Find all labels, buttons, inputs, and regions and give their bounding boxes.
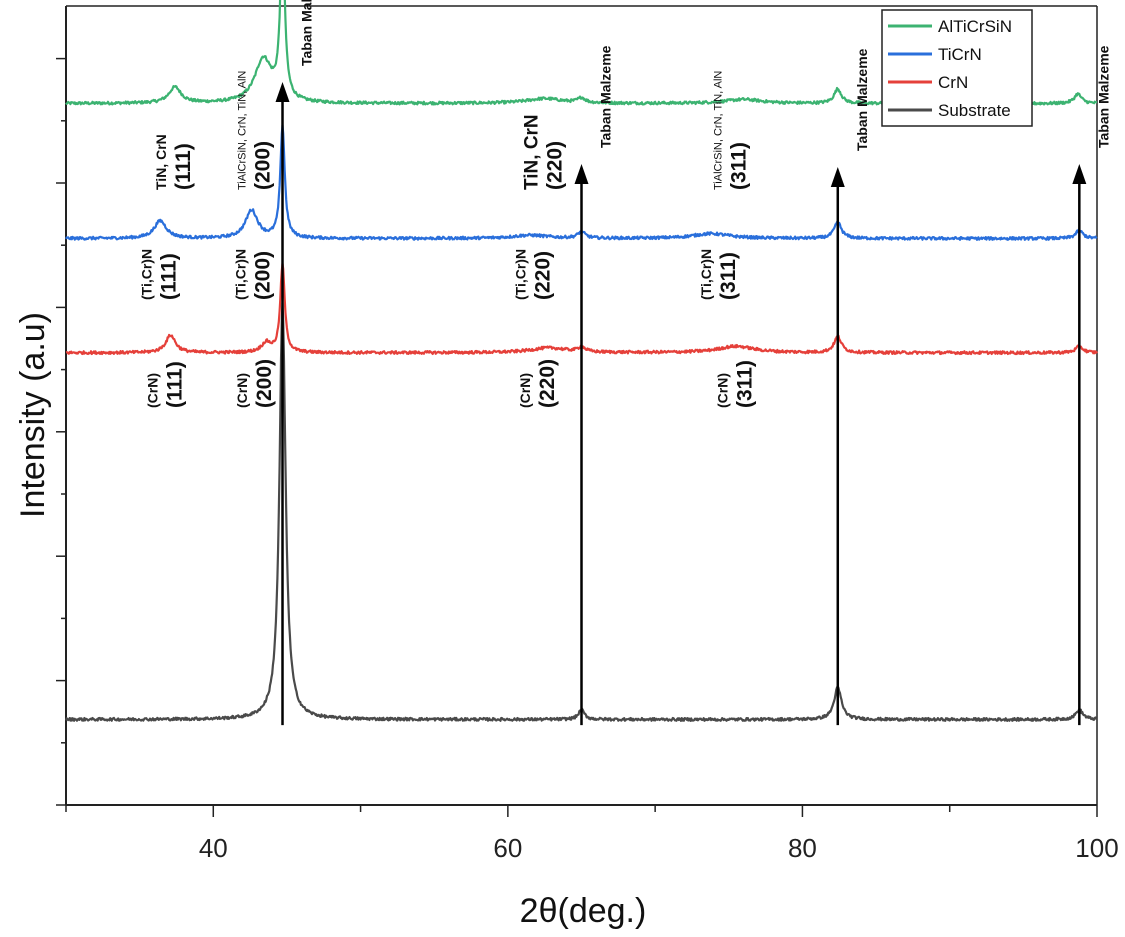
y-axis: [56, 57, 66, 806]
reference-line-label: Taban Malzeme: [598, 45, 614, 148]
legend-label: Substrate: [938, 101, 1011, 120]
reference-arrow-icon: [275, 82, 290, 102]
x-tick-label: 80: [788, 833, 817, 863]
annotation-phase: (Ti,Cr)N: [513, 249, 529, 300]
x-tick-label: 100: [1075, 833, 1118, 863]
x-axis: 40 60 80 100: [65, 805, 1119, 863]
x-axis-label: 2θ(deg.): [520, 892, 647, 930]
legend-box: [881, 9, 1033, 127]
x-tick-label: 60: [493, 833, 522, 863]
annotation-phase: TiN, CrN: [153, 134, 169, 190]
annotation-hkl: (111): [163, 361, 186, 408]
annotation-phase: TiAlCrSiN, CrN, TiN, AlN: [237, 71, 249, 190]
annotation-hkl: (200): [253, 359, 276, 408]
annotation-hkl: (311): [717, 252, 740, 300]
reference-arrow-icon: [830, 167, 845, 187]
legend-label: TiCrN: [938, 45, 982, 64]
annotation-hkl: (311): [733, 360, 756, 408]
annotation-phase: (Ti,Cr)N: [233, 249, 249, 300]
annotation-phase: TiN, CrN: [521, 114, 542, 190]
annotation-hkl: (111): [157, 253, 180, 300]
reference-lines: Taban Malzeme Taban Malzeme Taban Malzeme T…: [275, 0, 1111, 726]
annotation-phase: TiAlCrSiN, CrN, TiN, AlN: [712, 71, 724, 190]
peak-annotations: TiN, CrN (111) TiAlCrSiN, CrN, TiN, AlN (20…: [138, 71, 756, 408]
annotation-phase: (Ti,Cr)N: [698, 249, 714, 300]
reference-arrow-icon: [574, 164, 589, 184]
annotation-phase: (CrN): [714, 373, 730, 408]
reference-line-label: Taban Malzeme: [1095, 45, 1111, 148]
reference-arrow-icon: [1072, 164, 1087, 184]
annotation-hkl: (200): [252, 251, 275, 300]
annotation-hkl: (311): [727, 142, 750, 190]
annotation-hkl: (200): [252, 141, 275, 190]
annotation-phase: (CrN): [517, 373, 533, 408]
annotation-hkl: (220): [532, 251, 555, 300]
annotation-phase: (CrN): [144, 373, 160, 408]
legend-label: AlTiCrSiN: [938, 17, 1012, 36]
annotation-hkl: (220): [543, 141, 566, 190]
y-axis-label: Intensity (a.u): [14, 312, 52, 518]
x-tick-label: 40: [199, 833, 228, 863]
annotation-hkl: (220): [536, 359, 559, 408]
annotation-hkl: (111): [172, 143, 195, 190]
plot-frame: [65, 5, 1098, 806]
reference-line-label: Taban Malzeme: [299, 0, 315, 66]
legend-label: CrN: [938, 73, 968, 92]
annotation-phase: (CrN): [234, 373, 250, 408]
legend: AlTiCrSiN TiCrN CrN Substrate: [881, 9, 1033, 127]
annotation-phase: (Ti,Cr)N: [138, 249, 154, 300]
reference-line-label: Taban Malzeme: [854, 48, 870, 151]
